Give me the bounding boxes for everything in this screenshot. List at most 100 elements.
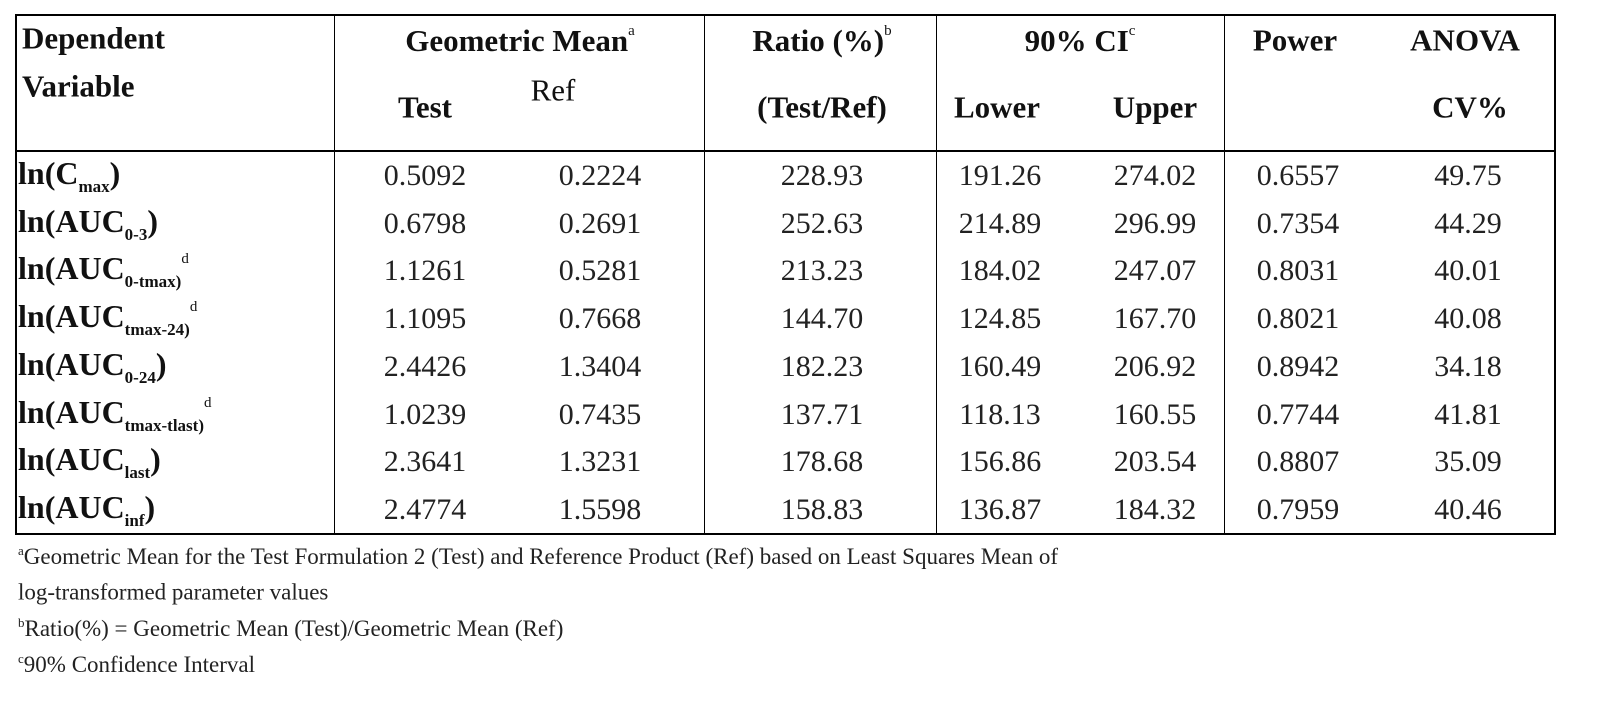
cell-value: 156.86 xyxy=(959,447,1042,477)
cell-value: 1.1261 xyxy=(384,256,467,286)
cell-value: 1.0239 xyxy=(384,400,467,430)
cell-value: 0.2224 xyxy=(559,161,642,191)
cell-value: 49.75 xyxy=(1434,161,1502,191)
header-cell: CV% xyxy=(1432,92,1508,123)
label-part: 0-24 xyxy=(125,368,156,387)
footnote: c90% Confidence Interval xyxy=(18,652,255,676)
cell-value: 0.8021 xyxy=(1257,304,1340,334)
header-cell: Power xyxy=(1253,25,1337,56)
footnote-text: 90% Confidence Interval xyxy=(24,652,255,677)
table-border xyxy=(1554,14,1556,535)
table-border xyxy=(15,533,1556,535)
cell-value: 41.81 xyxy=(1434,400,1502,430)
cell-value: 124.85 xyxy=(959,304,1042,334)
cell-value: 0.2691 xyxy=(559,209,642,239)
label-part: ) xyxy=(156,346,167,382)
row-label: ln(AUClast) xyxy=(18,443,161,481)
cell-value: 2.4426 xyxy=(384,352,467,382)
row-label: ln(AUCtmax-24)d xyxy=(18,300,197,338)
label-part: tmax-tlast) xyxy=(125,416,204,435)
label-part: ln(AUC xyxy=(18,203,125,239)
row-label: ln(AUCtmax-tlast)d xyxy=(18,396,211,434)
footnote: log-transformed parameter values xyxy=(18,581,328,604)
cell-value: 167.70 xyxy=(1114,304,1197,334)
cell-value: 0.6798 xyxy=(384,209,467,239)
cell-value: 160.49 xyxy=(959,352,1042,382)
cell-value: 0.8942 xyxy=(1257,352,1340,382)
cell-value: 144.70 xyxy=(781,304,864,334)
header-cell: Upper xyxy=(1113,92,1197,123)
label-part: ) xyxy=(110,155,121,191)
cell-value: 228.93 xyxy=(781,161,864,191)
cell-value: 252.63 xyxy=(781,209,864,239)
label-part: ln(C xyxy=(18,155,78,191)
header-cell: Ref xyxy=(531,75,576,106)
label-part: 0-3 xyxy=(125,225,148,244)
label-part: max xyxy=(78,177,109,196)
table-border xyxy=(15,14,1556,16)
label-part: ln(AUC xyxy=(18,441,125,477)
cell-value: 213.23 xyxy=(781,256,864,286)
label-part: d xyxy=(204,395,212,411)
label-part: ln(AUC xyxy=(18,298,125,334)
cell-value: 203.54 xyxy=(1114,447,1197,477)
cell-value: 35.09 xyxy=(1434,447,1502,477)
cell-value: 178.68 xyxy=(781,447,864,477)
cell-value: 136.87 xyxy=(959,495,1042,525)
label-part: ln(AUC xyxy=(18,346,125,382)
header-cell: (Test/Ref) xyxy=(757,92,887,123)
label-part: tmax-24) xyxy=(125,320,190,339)
label-part: ) xyxy=(150,441,161,477)
row-label: ln(AUC0-24) xyxy=(18,348,167,386)
cell-value: 2.3641 xyxy=(384,447,467,477)
row-label: ln(AUC0-3) xyxy=(18,205,158,243)
header-cell: Dependent xyxy=(22,23,165,54)
header-text: Ratio (%) xyxy=(752,23,884,58)
footnote-text: log-transformed parameter values xyxy=(18,580,328,605)
label-part: ln(AUC xyxy=(18,489,125,525)
cell-value: 1.5598 xyxy=(559,495,642,525)
cell-value: 34.18 xyxy=(1434,352,1502,382)
cell-value: 0.7668 xyxy=(559,304,642,334)
cell-value: 1.1095 xyxy=(384,304,467,334)
cell-value: 40.08 xyxy=(1434,304,1502,334)
header-cell: Ratio (%)b xyxy=(752,24,891,56)
row-label: ln(AUC0-tmax) d xyxy=(18,252,189,290)
cell-value: 214.89 xyxy=(959,209,1042,239)
cell-value: 0.8807 xyxy=(1257,447,1340,477)
cell-value: 0.7354 xyxy=(1257,209,1340,239)
cell-value: 184.32 xyxy=(1114,495,1197,525)
row-label: ln(AUCinf) xyxy=(18,491,155,529)
label-part: last xyxy=(125,463,151,482)
header-text: Geometric Mean xyxy=(405,23,628,58)
cell-value: 184.02 xyxy=(959,256,1042,286)
column-rule xyxy=(704,14,705,535)
cell-value: 40.01 xyxy=(1434,256,1502,286)
footnote-text: Geometric Mean for the Test Formulation … xyxy=(24,544,1058,569)
cell-value: 1.3404 xyxy=(559,352,642,382)
column-rule xyxy=(334,14,335,535)
label-part: 0-tmax) xyxy=(125,272,182,291)
cell-value: 2.4774 xyxy=(384,495,467,525)
label-part: ln(AUC xyxy=(18,250,125,286)
label-part: ) xyxy=(147,203,158,239)
cell-value: 296.99 xyxy=(1114,209,1197,239)
row-label: ln(Cmax) xyxy=(18,157,120,195)
cell-value: 0.5281 xyxy=(559,256,642,286)
header-cell: Variable xyxy=(22,71,135,102)
footnote: aGeometric Mean for the Test Formulation… xyxy=(18,544,1058,568)
cell-value: 160.55 xyxy=(1114,400,1197,430)
label-part: ) xyxy=(145,489,156,525)
cell-value: 1.3231 xyxy=(559,447,642,477)
label-part: d xyxy=(181,251,189,267)
cell-value: 44.29 xyxy=(1434,209,1502,239)
cell-value: 206.92 xyxy=(1114,352,1197,382)
cell-value: 158.83 xyxy=(781,495,864,525)
cell-value: 0.7435 xyxy=(559,400,642,430)
cell-value: 0.7744 xyxy=(1257,400,1340,430)
footnote: bRatio(%) = Geometric Mean (Test)/Geomet… xyxy=(18,616,563,640)
footnote-text: Ratio(%) = Geometric Mean (Test)/Geometr… xyxy=(25,616,564,641)
cell-value: 137.71 xyxy=(781,400,864,430)
cell-value: 0.8031 xyxy=(1257,256,1340,286)
